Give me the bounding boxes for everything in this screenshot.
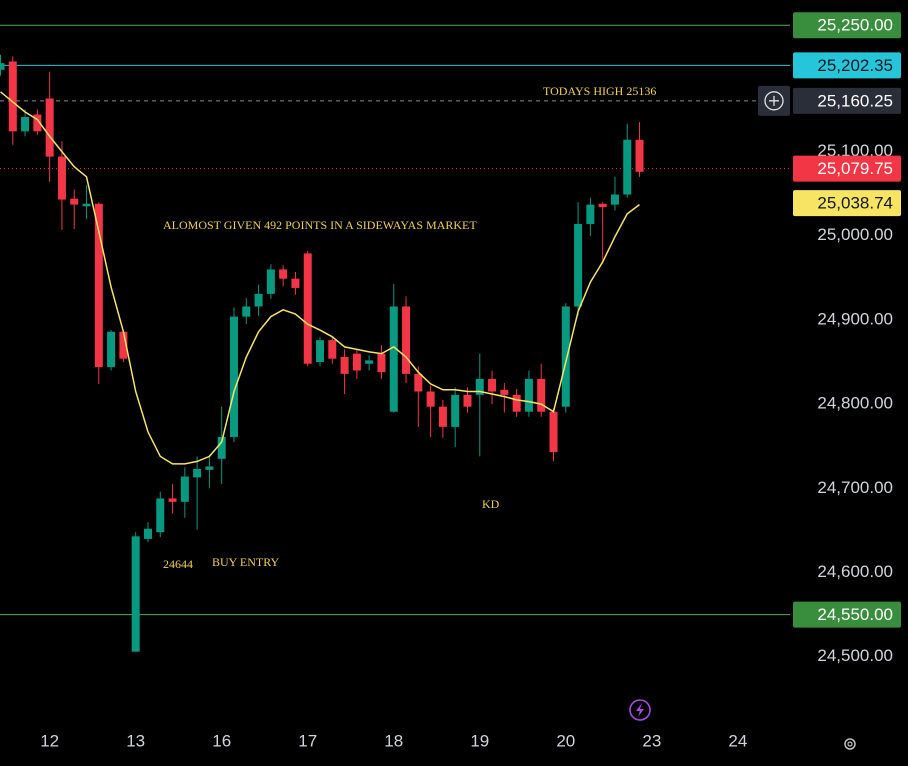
candle-body bbox=[524, 378, 533, 412]
candle-body bbox=[340, 356, 349, 374]
x-tick-label: 13 bbox=[126, 731, 145, 750]
annotation: BUY ENTRY bbox=[212, 555, 280, 569]
candle-body bbox=[266, 269, 275, 294]
lightning-bolt[interactable] bbox=[636, 703, 644, 717]
candle-body bbox=[94, 203, 103, 368]
candle-body bbox=[8, 61, 17, 132]
candle-body bbox=[377, 353, 386, 373]
level-box bbox=[793, 155, 901, 182]
candle-body bbox=[365, 360, 374, 364]
candle-body bbox=[512, 394, 521, 412]
candle-body bbox=[21, 117, 30, 132]
candle-body bbox=[414, 373, 423, 392]
candle-body bbox=[549, 411, 558, 453]
x-tick-label: 23 bbox=[642, 731, 661, 750]
annotation: TODAYS HIGH 25136 bbox=[543, 84, 656, 98]
candle-body bbox=[316, 340, 325, 363]
candle-body bbox=[107, 331, 116, 368]
level-label: 25,202.35 bbox=[817, 56, 893, 75]
candle-body bbox=[242, 306, 251, 317]
level-box bbox=[793, 87, 901, 114]
candle-body bbox=[229, 316, 238, 437]
annotation: ALOMOST GIVEN 492 POINTS IN A SIDEWAYAS … bbox=[163, 218, 477, 232]
x-tick-label: 17 bbox=[298, 731, 317, 750]
candle-body bbox=[586, 204, 595, 224]
candle-body bbox=[70, 198, 79, 205]
candle-body bbox=[426, 391, 435, 407]
candle-body bbox=[168, 498, 177, 502]
candle-body bbox=[57, 156, 66, 200]
gear-inner[interactable] bbox=[847, 741, 853, 747]
candle-body bbox=[635, 139, 644, 172]
candle-body bbox=[561, 306, 570, 407]
candle-body bbox=[475, 378, 484, 395]
candle-body bbox=[488, 378, 497, 392]
level-label: 25,038.74 bbox=[817, 194, 893, 213]
candle-body bbox=[438, 406, 447, 427]
lightning-circle[interactable] bbox=[629, 699, 651, 721]
candle-body bbox=[193, 468, 202, 478]
candle-body bbox=[402, 306, 411, 374]
gear-outer[interactable] bbox=[844, 738, 856, 750]
candle-body bbox=[205, 466, 214, 470]
candle-body bbox=[143, 528, 152, 539]
x-tick-label: 18 bbox=[384, 731, 403, 750]
candle-body bbox=[45, 98, 54, 157]
level-box bbox=[793, 601, 901, 628]
candle-body bbox=[119, 331, 128, 359]
candle-body bbox=[537, 378, 546, 412]
level-box bbox=[793, 12, 901, 39]
candle-body bbox=[598, 203, 607, 208]
candle-body bbox=[303, 253, 312, 364]
candle-body bbox=[610, 194, 619, 205]
x-tick-label: 16 bbox=[212, 731, 231, 750]
y-tick-label: 24,700.00 bbox=[817, 478, 893, 497]
moving-average bbox=[0, 91, 640, 465]
y-tick-label: 25,100.00 bbox=[817, 141, 893, 160]
x-tick-label: 19 bbox=[470, 731, 489, 750]
candle-body bbox=[33, 114, 42, 132]
level-label: 25,250.00 bbox=[817, 16, 893, 35]
level-label: 25,160.25 bbox=[817, 91, 893, 110]
y-tick-label: 25,000.00 bbox=[817, 225, 893, 244]
candle-body bbox=[217, 436, 226, 459]
x-tick-label: 20 bbox=[556, 731, 575, 750]
candle-body bbox=[328, 340, 337, 359]
annotation: 24644 bbox=[163, 557, 193, 571]
candle-body bbox=[352, 353, 361, 371]
candle-body bbox=[451, 394, 460, 427]
candle-body bbox=[279, 269, 288, 279]
candle-body bbox=[0, 63, 5, 70]
level-box bbox=[793, 190, 901, 217]
level-label: 25,079.75 bbox=[817, 159, 893, 178]
candle-body bbox=[500, 389, 509, 395]
y-tick-label: 24,800.00 bbox=[817, 394, 893, 413]
settings-icon[interactable] bbox=[844, 738, 856, 750]
candle-body bbox=[254, 293, 263, 307]
plot-area bbox=[0, 24, 790, 652]
crosshair-add-icon bbox=[764, 91, 784, 111]
candle-body bbox=[180, 476, 189, 502]
candle-body bbox=[291, 278, 300, 288]
candle-body bbox=[389, 306, 398, 412]
y-tick-label: 24,500.00 bbox=[817, 646, 893, 665]
y-tick-label: 24,600.00 bbox=[817, 562, 893, 581]
candle-body bbox=[463, 394, 472, 407]
y-tick-label: 24,900.00 bbox=[817, 309, 893, 328]
x-tick-label: 12 bbox=[40, 731, 59, 750]
annotation: KD bbox=[482, 497, 500, 511]
candle-body bbox=[623, 139, 632, 195]
candle-body bbox=[82, 203, 91, 207]
crosshair-add-plus bbox=[769, 95, 779, 106]
lightning-icon[interactable] bbox=[629, 699, 651, 721]
candle-body bbox=[574, 223, 583, 307]
candle-body bbox=[131, 536, 140, 652]
level-box bbox=[793, 52, 901, 79]
level-label: 24,550.00 bbox=[817, 605, 893, 624]
x-tick-label: 24 bbox=[728, 731, 747, 750]
candle-body bbox=[156, 498, 165, 533]
